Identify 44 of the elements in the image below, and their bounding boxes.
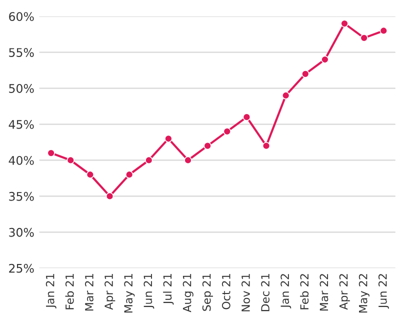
y-tick-label: 45% <box>8 120 34 129</box>
x-tick-label: Jul 21 <box>163 274 174 305</box>
point <box>223 128 232 136</box>
point <box>282 92 290 100</box>
x-tick-label: Dec 21 <box>261 274 270 312</box>
x-tick-label: Apr 21 <box>104 274 116 310</box>
x-tick-label: Jun 21 <box>144 274 154 309</box>
y-tick-label: 50% <box>9 84 34 93</box>
y-tick-label: 25% <box>9 264 34 273</box>
x-tick-label: Oct 21 <box>222 274 230 310</box>
y-tick-label: 40% <box>8 156 34 165</box>
point <box>242 113 251 121</box>
point <box>184 156 192 164</box>
x-tick-label: Jun 22 <box>378 274 389 309</box>
x-tick-label: Feb 22 <box>300 274 309 310</box>
y-tick-label: 60% <box>9 12 34 22</box>
point <box>301 70 310 78</box>
x-tick-label: May 22 <box>358 274 370 313</box>
x-tick-label: Jan 22 <box>280 274 292 308</box>
x-tick-label: Mar 21 <box>85 274 94 311</box>
point <box>144 156 153 164</box>
y-tick-label: 35% <box>9 192 34 201</box>
point <box>86 170 94 179</box>
point <box>204 142 212 150</box>
point <box>106 192 114 200</box>
point <box>164 134 172 143</box>
x-tick-label: Nov 21 <box>242 274 250 312</box>
point <box>321 56 329 64</box>
point <box>380 26 388 35</box>
y-tick-label: 55% <box>9 48 34 57</box>
x-tick-label: Sep 21 <box>202 274 213 311</box>
point <box>125 170 134 179</box>
x-tick-label: Aug 21 <box>182 274 194 312</box>
x-tick-label: Mar 22 <box>320 274 328 311</box>
point <box>47 149 55 157</box>
point <box>360 34 368 42</box>
x-tick-label: May 21 <box>124 274 135 313</box>
point <box>66 156 75 164</box>
x-tick-label: Apr 22 <box>339 274 350 310</box>
point <box>262 142 270 150</box>
point <box>340 20 348 28</box>
y-tick-label: 30% <box>9 228 34 237</box>
x-tick-label: Jan 21 <box>46 274 56 308</box>
x-tick-label: Feb 21 <box>65 274 74 310</box>
